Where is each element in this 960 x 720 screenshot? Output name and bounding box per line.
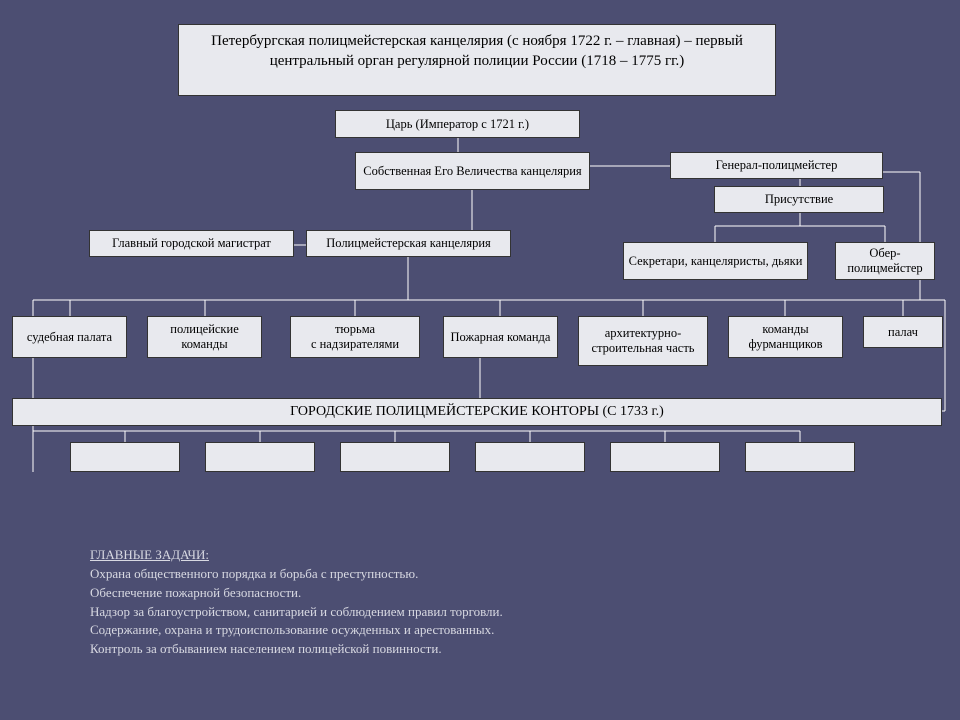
diagram-title: Петербургская полицмейстерская канцеляри… bbox=[178, 24, 776, 96]
node-fire-command: Пожарная команда bbox=[443, 316, 558, 358]
node-secretaries: Секретари, канцеляристы, дьяки bbox=[623, 242, 808, 280]
blank-box bbox=[745, 442, 855, 472]
blank-box bbox=[610, 442, 720, 472]
node-city-offices: ГОРОДСКИЕ ПОЛИЦМЕЙСТЕРСКИЕ КОНТОРЫ (С 17… bbox=[12, 398, 942, 426]
tasks-heading: ГЛАВНЫЕ ЗАДАЧИ: bbox=[90, 546, 503, 565]
node-prisutstvie: Присутствие bbox=[714, 186, 884, 213]
node-tsar: Царь (Император с 1721 г.) bbox=[335, 110, 580, 138]
tasks-line: Содержание, охрана и трудоиспользование … bbox=[90, 621, 503, 640]
blank-box bbox=[475, 442, 585, 472]
blank-box bbox=[205, 442, 315, 472]
node-court-chamber: судебная палата bbox=[12, 316, 127, 358]
node-police-commands: полицейские команды bbox=[147, 316, 262, 358]
tasks-block: ГЛАВНЫЕ ЗАДАЧИ: Охрана общественного пор… bbox=[90, 546, 503, 659]
node-polits-chancellery: Полицмейстерская канцелярия bbox=[306, 230, 511, 257]
node-architecture: архитектурно-строительная часть bbox=[578, 316, 708, 366]
node-magistrat: Главный городской магистрат bbox=[89, 230, 294, 257]
node-palach: палач bbox=[863, 316, 943, 348]
tasks-line: Надзор за благоустройством, санитарией и… bbox=[90, 603, 503, 622]
blank-box bbox=[70, 442, 180, 472]
node-furman: команды фурманщиков bbox=[728, 316, 843, 358]
node-prison: тюрьма с надзирателями bbox=[290, 316, 420, 358]
tasks-line: Обеспечение пожарной безопасности. bbox=[90, 584, 503, 603]
node-ober-politsm: Обер-полицмейстер bbox=[835, 242, 935, 280]
node-general-politsm: Генерал-полицмейстер bbox=[670, 152, 883, 179]
blank-box bbox=[340, 442, 450, 472]
tasks-line: Охрана общественного порядка и борьба с … bbox=[90, 565, 503, 584]
tasks-line: Контроль за отбыванием населением полице… bbox=[90, 640, 503, 659]
node-own-chancellery: Собственная Его Величества канцелярия bbox=[355, 152, 590, 190]
